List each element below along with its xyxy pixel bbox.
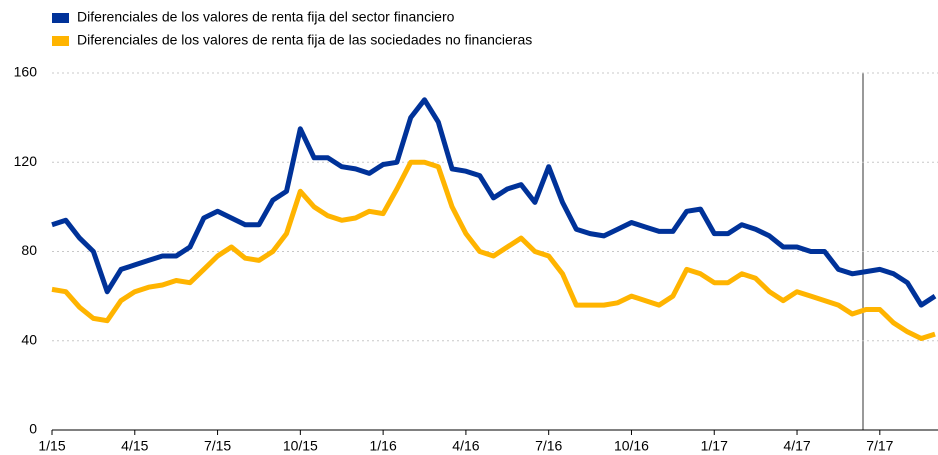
y-tick-label: 120 [14,153,38,169]
x-tick-label: 7/17 [866,438,893,454]
x-tick-label: 1/15 [38,438,65,454]
x-tick-label: 7/16 [535,438,562,454]
y-tick-label: 0 [29,421,37,437]
y-tick-label: 160 [14,64,38,80]
x-tick-label: 1/17 [701,438,728,454]
x-tick-label: 10/16 [614,438,649,454]
legend-label: Diferenciales de los valores de renta fi… [77,32,532,48]
y-tick-label: 80 [21,242,37,258]
legend-label: Diferenciales de los valores de renta fi… [77,9,455,25]
x-tick-label: 4/15 [121,438,148,454]
x-tick-label: 7/15 [204,438,231,454]
series-line [51,159,936,341]
legend-swatch [52,36,69,46]
series-line [51,97,937,308]
x-tick-label: 4/16 [452,438,479,454]
x-tick-label: 4/17 [783,438,810,454]
y-tick-label: 40 [21,331,37,347]
x-tick-label: 1/16 [370,438,397,454]
x-tick-label: 10/15 [283,438,318,454]
legend-swatch [52,13,69,23]
